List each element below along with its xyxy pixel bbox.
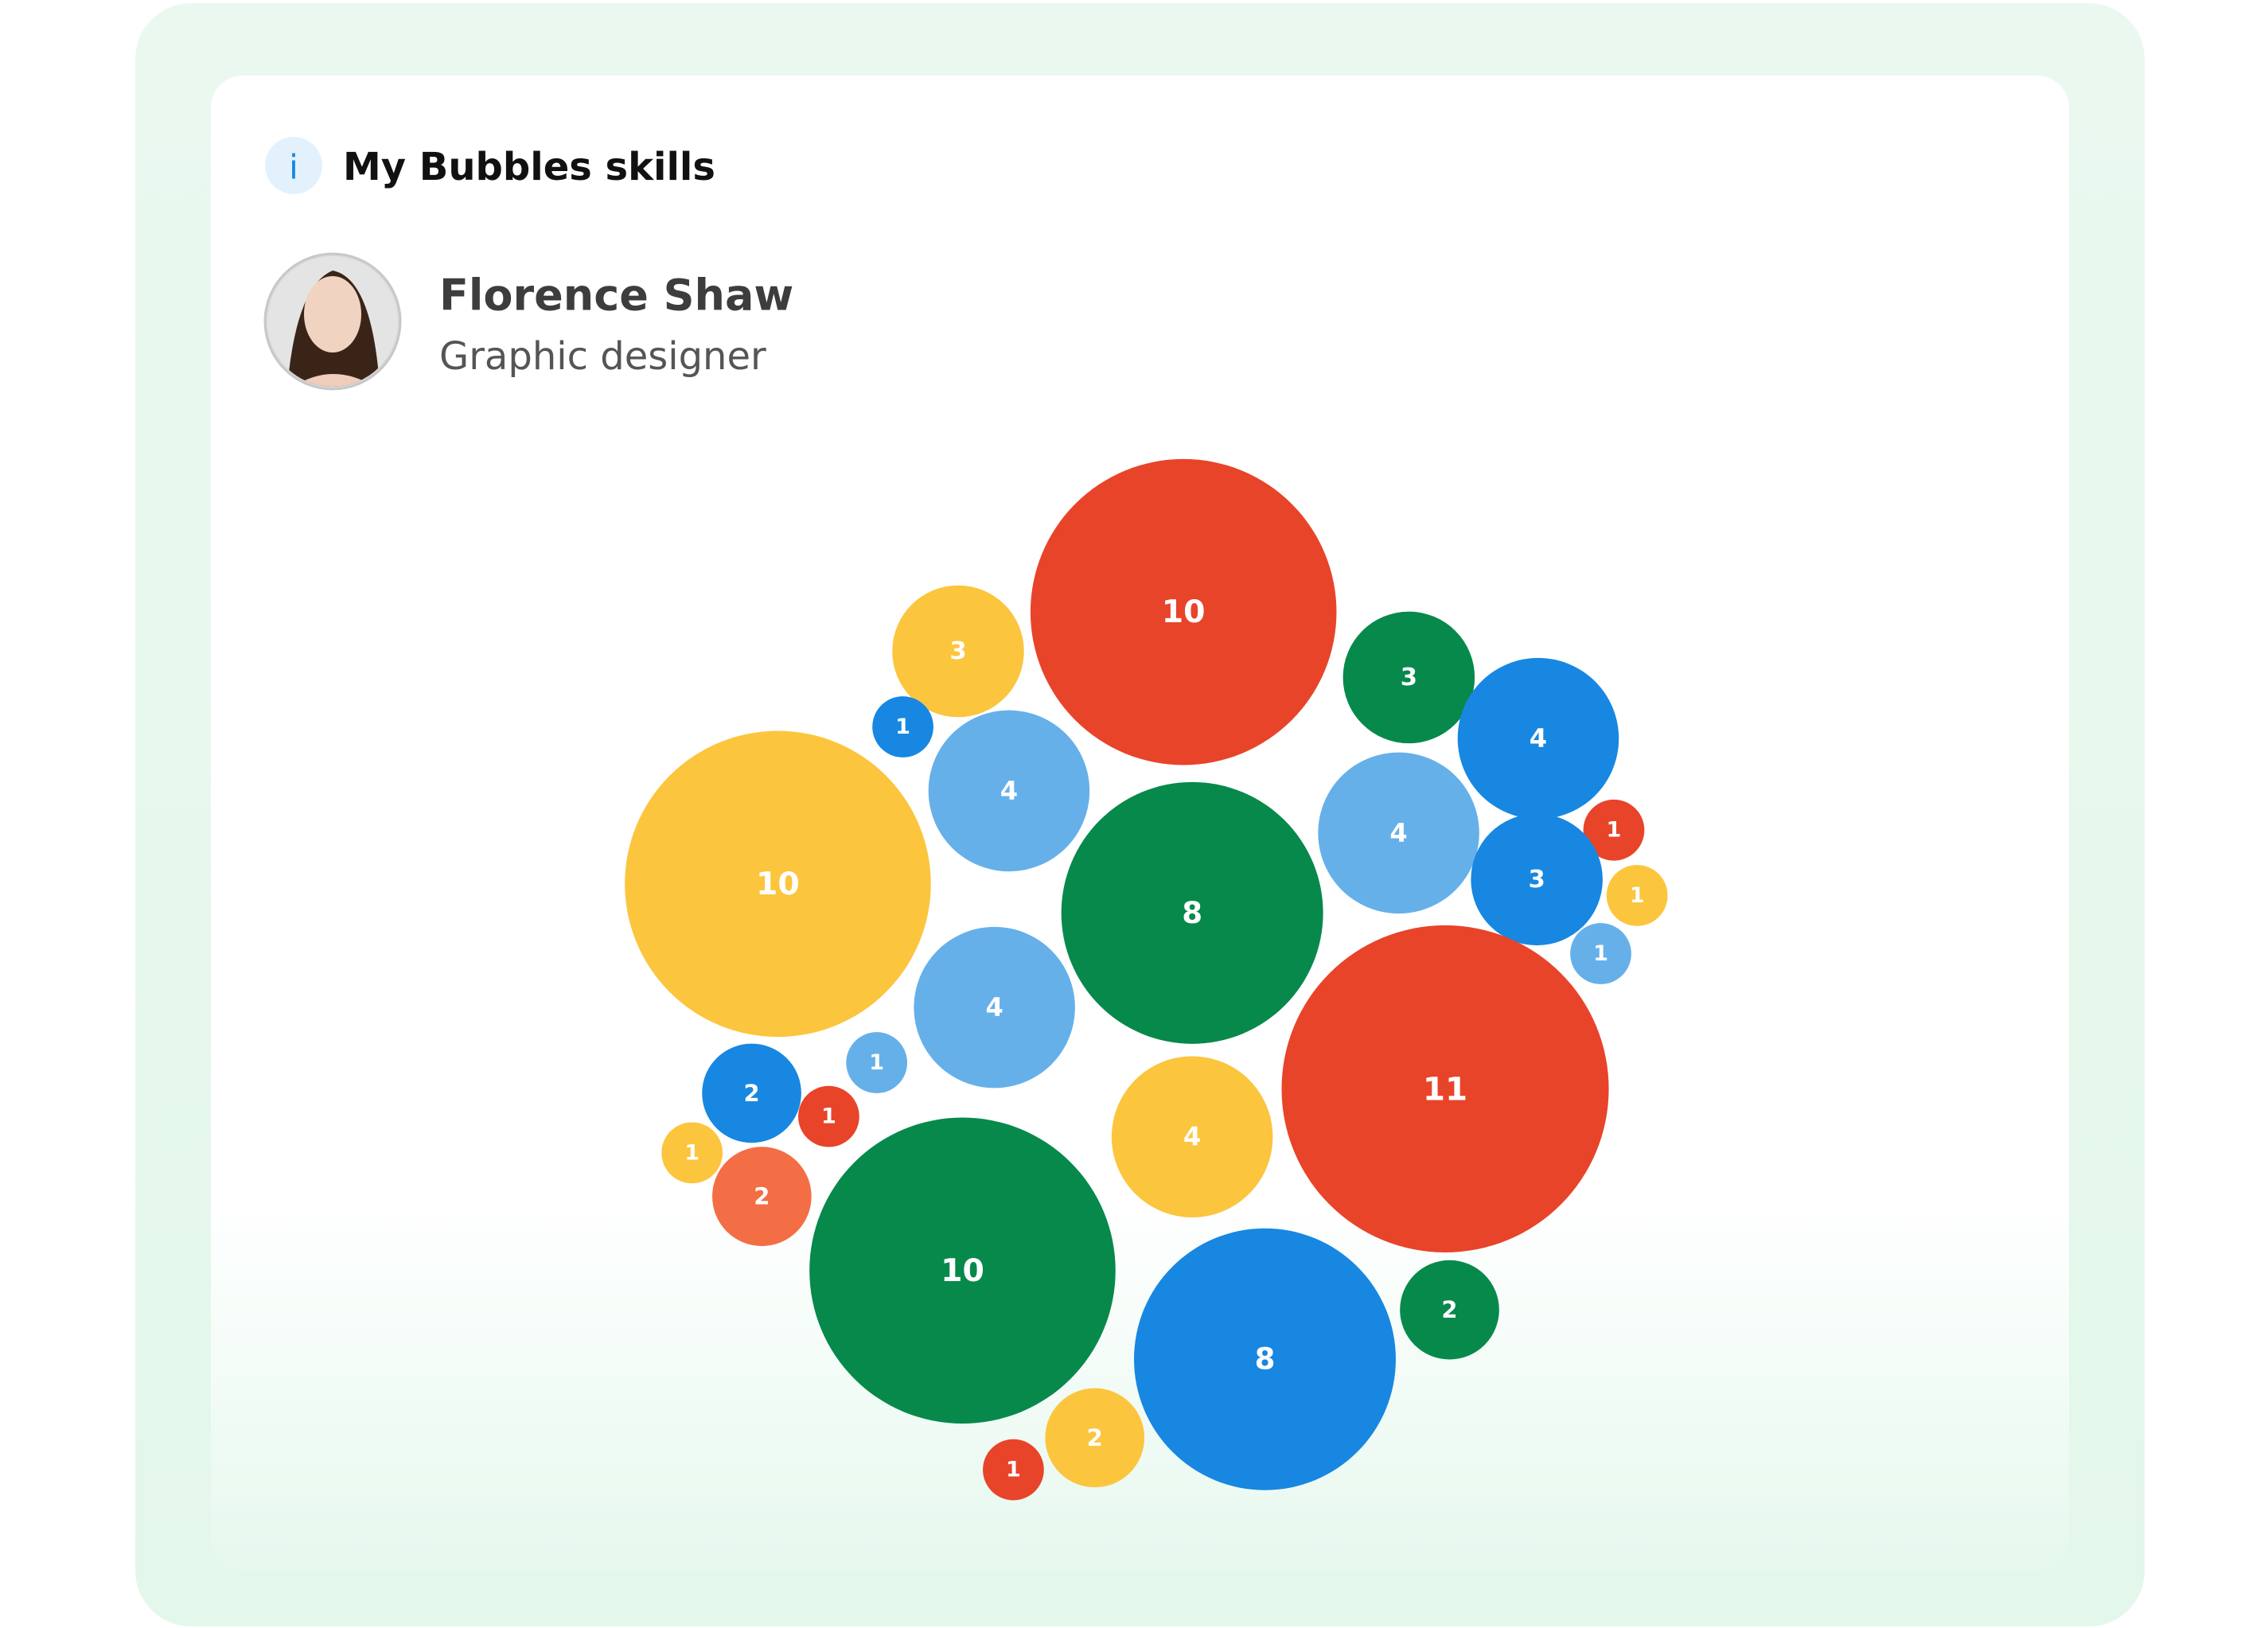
- bubble-label: 10: [941, 1252, 984, 1289]
- bubble-label: 1: [1607, 818, 1622, 843]
- bubble: [892, 585, 1024, 718]
- bubble-label: 4: [1183, 1122, 1201, 1152]
- bubble: [798, 1085, 859, 1147]
- bubble-label: 3: [1528, 866, 1545, 894]
- bubble-label: 8: [1182, 896, 1202, 930]
- bubble: [983, 1439, 1044, 1501]
- bubble-label: 4: [1530, 723, 1547, 754]
- bubble-label: 4: [1000, 776, 1018, 806]
- bubble-label: 1: [1630, 883, 1645, 908]
- bubble: [1583, 799, 1645, 861]
- bubble-label: 2: [754, 1183, 770, 1210]
- bubble: [1400, 1260, 1499, 1360]
- bubble: [1061, 781, 1323, 1044]
- bubble: [1318, 752, 1479, 914]
- bubble: [702, 1043, 801, 1143]
- bubble-label: 10: [756, 866, 800, 902]
- bubble: [846, 1032, 908, 1093]
- bubble: [928, 710, 1090, 872]
- bubble-label: 1: [821, 1104, 836, 1129]
- bubble: [1030, 458, 1337, 765]
- bubble: [1606, 865, 1668, 926]
- bubble: [1471, 813, 1603, 946]
- info-icon-text: i: [289, 148, 298, 187]
- bubble: [625, 730, 931, 1038]
- bubble-label: 1: [895, 715, 910, 739]
- bubble-label: 4: [1389, 818, 1407, 848]
- bubble: [809, 1117, 1116, 1424]
- bubble-label: 8: [1255, 1342, 1276, 1377]
- profile-name: Florence Shaw: [439, 271, 793, 321]
- bubble: [914, 926, 1075, 1089]
- bubble: [712, 1147, 812, 1246]
- card-title: My Bubbles skills: [343, 145, 715, 189]
- profile-role: Graphic designer: [439, 334, 766, 379]
- bubble-label: 2: [1441, 1296, 1457, 1323]
- bubble: [872, 696, 933, 758]
- bubble-label: 2: [1087, 1424, 1103, 1451]
- bubble-label: 4: [985, 992, 1003, 1022]
- bubble: [1281, 925, 1609, 1252]
- bubble-label: 10: [1162, 594, 1206, 630]
- bubble: [1111, 1056, 1273, 1217]
- info-icon[interactable]: [265, 137, 322, 194]
- bubble-label: 3: [1401, 664, 1417, 691]
- bubble: [1570, 923, 1631, 984]
- bubble: [661, 1122, 723, 1184]
- bubble: [1457, 657, 1619, 820]
- bubble-label: 11: [1423, 1069, 1467, 1108]
- bubble-label: 1: [869, 1050, 884, 1075]
- avatar: [263, 252, 402, 391]
- bubble-label: 1: [1006, 1458, 1021, 1482]
- bubble: [1045, 1388, 1145, 1488]
- bubble: [1134, 1228, 1396, 1490]
- bubble-label: 3: [949, 637, 966, 665]
- bubble-label: 2: [743, 1080, 759, 1107]
- bubble: [1342, 611, 1475, 744]
- bubble-label: 1: [684, 1140, 699, 1165]
- bubble-label: 1: [1593, 941, 1608, 966]
